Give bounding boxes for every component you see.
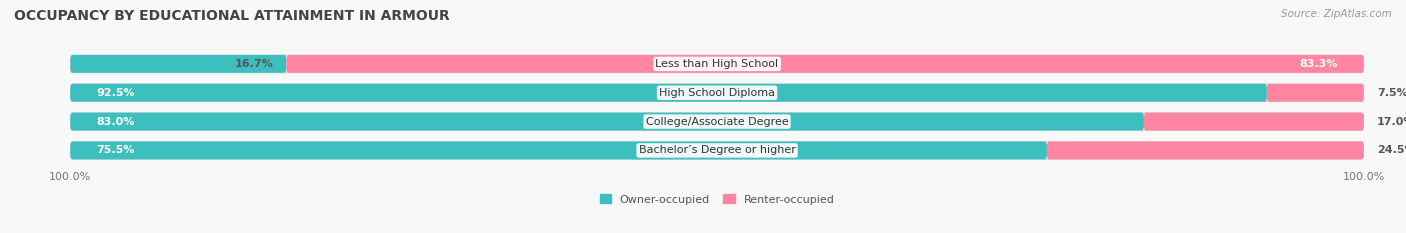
FancyBboxPatch shape <box>70 84 1267 102</box>
Text: Bachelor’s Degree or higher: Bachelor’s Degree or higher <box>638 145 796 155</box>
FancyBboxPatch shape <box>1047 141 1364 159</box>
FancyBboxPatch shape <box>70 141 1047 159</box>
Legend: Owner-occupied, Renter-occupied: Owner-occupied, Renter-occupied <box>600 194 834 205</box>
Text: Less than High School: Less than High School <box>655 59 779 69</box>
Text: OCCUPANCY BY EDUCATIONAL ATTAINMENT IN ARMOUR: OCCUPANCY BY EDUCATIONAL ATTAINMENT IN A… <box>14 9 450 23</box>
FancyBboxPatch shape <box>70 141 1364 159</box>
FancyBboxPatch shape <box>70 55 1364 73</box>
FancyBboxPatch shape <box>70 113 1364 130</box>
FancyBboxPatch shape <box>70 113 1144 130</box>
Text: Source: ZipAtlas.com: Source: ZipAtlas.com <box>1281 9 1392 19</box>
Text: 92.5%: 92.5% <box>96 88 135 98</box>
Text: College/Associate Degree: College/Associate Degree <box>645 116 789 127</box>
Text: High School Diploma: High School Diploma <box>659 88 775 98</box>
Text: 24.5%: 24.5% <box>1376 145 1406 155</box>
Text: 17.0%: 17.0% <box>1376 116 1406 127</box>
Text: 83.0%: 83.0% <box>96 116 135 127</box>
Text: 7.5%: 7.5% <box>1376 88 1406 98</box>
FancyBboxPatch shape <box>70 55 287 73</box>
FancyBboxPatch shape <box>70 84 1364 102</box>
FancyBboxPatch shape <box>1144 113 1364 130</box>
FancyBboxPatch shape <box>287 55 1364 73</box>
Text: 83.3%: 83.3% <box>1299 59 1339 69</box>
Text: 16.7%: 16.7% <box>235 59 273 69</box>
FancyBboxPatch shape <box>1267 84 1364 102</box>
Text: 75.5%: 75.5% <box>96 145 135 155</box>
